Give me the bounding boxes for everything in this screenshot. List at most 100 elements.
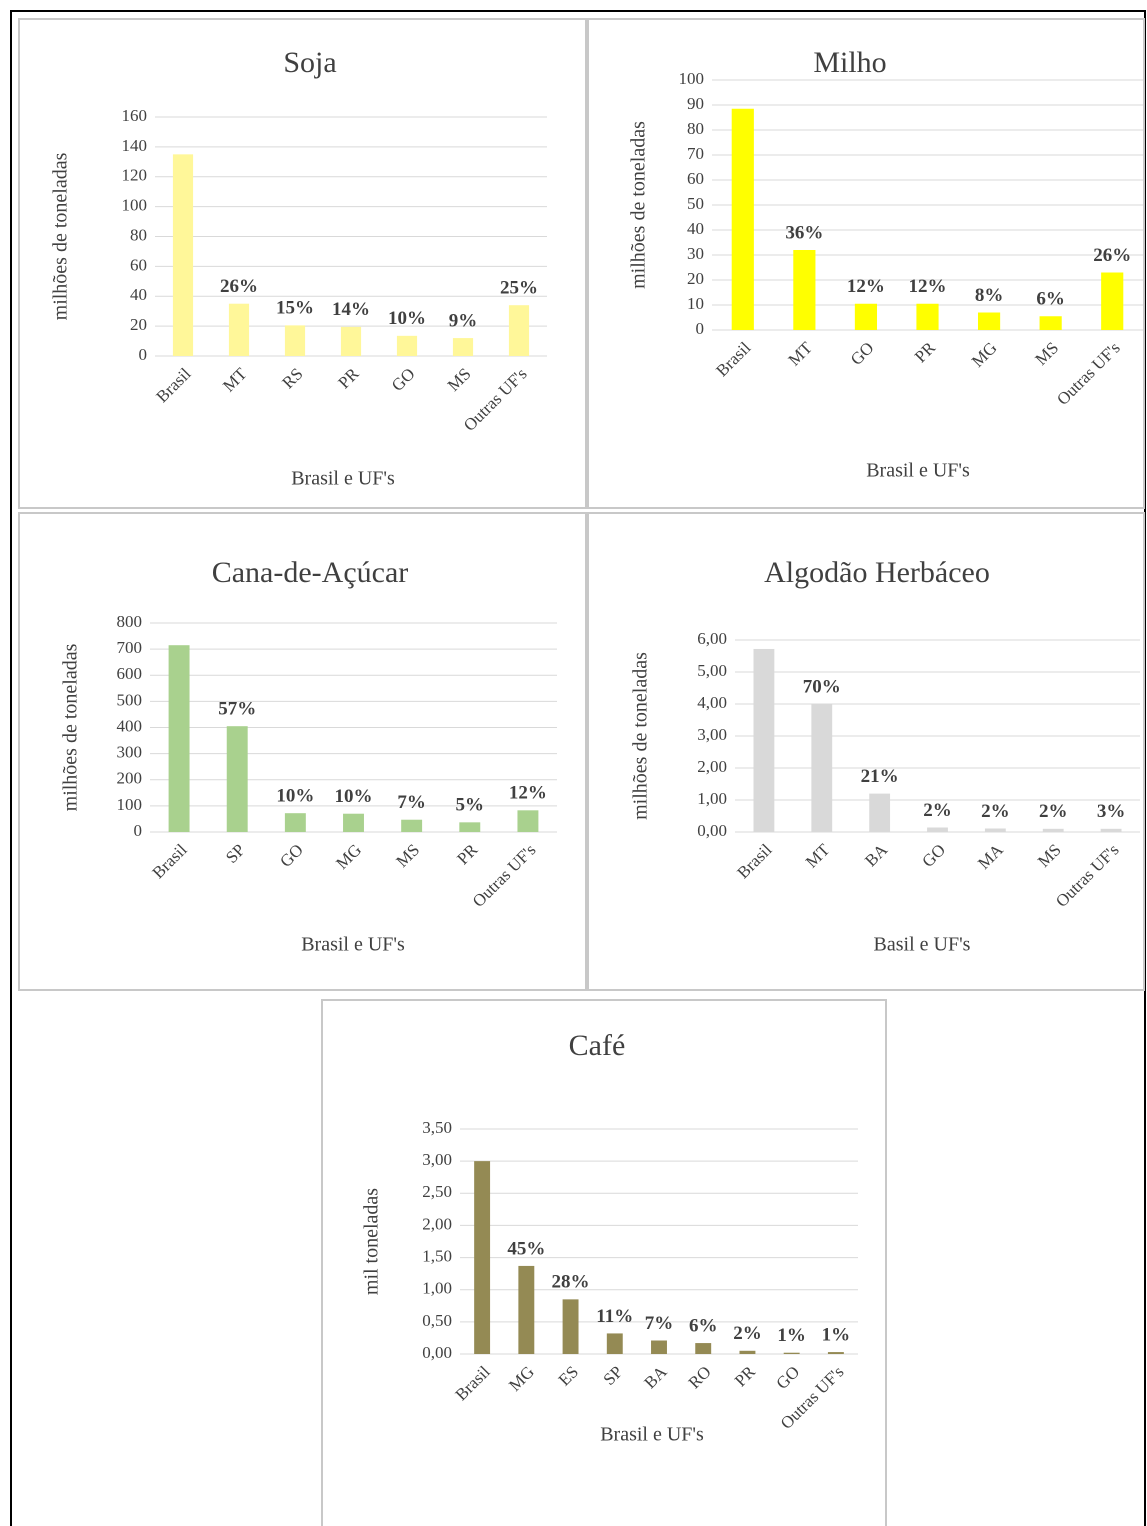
bar (459, 822, 481, 832)
bar (695, 1343, 712, 1354)
bar (1101, 272, 1124, 330)
x-tick-label: MS (392, 840, 423, 871)
y-tick-label: 300 (117, 743, 143, 762)
share-label: 10% (276, 786, 314, 807)
bar (854, 303, 878, 330)
y-tick-label: 2,00 (422, 1214, 452, 1233)
y-tick-label: 3,50 (422, 1118, 452, 1137)
x-tick-label: PR (453, 840, 482, 869)
bar (869, 793, 891, 832)
share-label: 10% (388, 308, 426, 329)
y-tick-label: 6,00 (697, 629, 727, 648)
y-tick-label: 1,00 (697, 789, 727, 808)
x-axis-label: Brasil e UF's (301, 934, 405, 956)
share-label: 2% (923, 800, 952, 821)
x-tick-label: Brasil (452, 1362, 494, 1404)
y-tick-label: 600 (117, 664, 143, 683)
y-tick-label: 700 (117, 638, 143, 657)
y-tick-label: 0,00 (697, 821, 727, 840)
y-axis-label: milhões de toneladas (628, 121, 650, 289)
y-tick-label: 120 (122, 166, 148, 185)
x-tick-label: BA (861, 840, 892, 871)
y-tick-label: 800 (117, 612, 143, 631)
bar (739, 1350, 756, 1354)
y-tick-label: 30 (687, 244, 704, 263)
y-tick-label: 2,50 (422, 1182, 452, 1201)
y-tick-label: 0,00 (422, 1343, 452, 1362)
y-tick-label: 160 (122, 106, 148, 125)
bar (228, 303, 250, 356)
panel (321, 999, 887, 1526)
x-tick-label: Brasil (152, 364, 194, 406)
x-tick-label: SP (222, 840, 249, 867)
x-axis-label: Brasil e UF's (600, 1424, 704, 1446)
y-tick-label: 20 (687, 269, 704, 288)
y-tick-label: 40 (687, 219, 704, 238)
y-tick-label: 4,00 (697, 693, 727, 712)
x-axis-label: Basil e UF's (874, 934, 971, 956)
bar (340, 326, 362, 356)
share-label: 57% (218, 699, 256, 720)
bar (401, 819, 423, 832)
y-tick-label: 500 (117, 690, 143, 709)
y-tick-label: 80 (130, 225, 147, 244)
y-tick-label: 40 (130, 285, 147, 304)
bar (172, 154, 194, 356)
x-axis-label: Brasil e UF's (291, 468, 395, 490)
share-label: 5% (456, 795, 485, 816)
x-tick-label: Brasil (733, 840, 775, 882)
bar (811, 704, 833, 832)
bar (606, 1333, 623, 1354)
chart-title: Soja (283, 46, 336, 79)
bar (927, 827, 948, 832)
y-tick-label: 140 (122, 136, 148, 155)
x-tick-label: PR (911, 338, 940, 367)
bar (783, 1352, 800, 1354)
y-tick-label: 100 (117, 795, 143, 814)
x-tick-label: MG (505, 1362, 538, 1395)
x-tick-label: GO (847, 338, 878, 369)
x-tick-label: MS (444, 364, 475, 395)
bar (452, 338, 474, 356)
share-label: 45% (507, 1238, 545, 1259)
bar (916, 303, 939, 330)
bar (977, 312, 1001, 330)
y-tick-label: 90 (687, 94, 704, 113)
bar (284, 325, 306, 356)
y-tick-label: 1,50 (422, 1246, 452, 1265)
share-label: 7% (397, 792, 426, 813)
bar (827, 1352, 844, 1354)
share-label: 8% (975, 285, 1004, 306)
x-tick-label: Brasil (149, 840, 191, 882)
share-label: 12% (909, 276, 947, 297)
y-tick-label: 10 (687, 294, 704, 313)
x-tick-label: MT (219, 364, 251, 396)
x-tick-label: PR (731, 1362, 760, 1391)
bar (562, 1299, 579, 1354)
x-tick-label: ES (555, 1362, 582, 1389)
share-label: 25% (500, 278, 538, 299)
chart-title: Milho (813, 46, 886, 79)
x-tick-label: Outras UF's (1053, 338, 1124, 409)
share-label: 1% (822, 1324, 851, 1345)
share-label: 12% (509, 783, 547, 804)
bar (753, 648, 775, 832)
share-label: 21% (861, 766, 899, 787)
y-tick-label: 2,00 (697, 757, 727, 776)
y-tick-label: 0 (696, 319, 705, 338)
bar (984, 828, 1006, 832)
x-tick-label: MT (784, 338, 816, 370)
share-label: 7% (645, 1313, 674, 1334)
share-label: 36% (785, 222, 823, 243)
x-tick-label: PR (334, 364, 363, 393)
share-label: 6% (1036, 289, 1065, 310)
share-label: 28% (552, 1272, 590, 1293)
x-tick-label: GO (772, 1362, 803, 1393)
y-tick-label: 20 (130, 315, 147, 334)
bar (396, 335, 418, 356)
panel (587, 512, 1145, 991)
y-tick-label: 80 (687, 119, 704, 138)
x-tick-label: RS (278, 364, 306, 392)
share-label: 2% (733, 1323, 762, 1344)
share-label: 1% (777, 1325, 806, 1346)
